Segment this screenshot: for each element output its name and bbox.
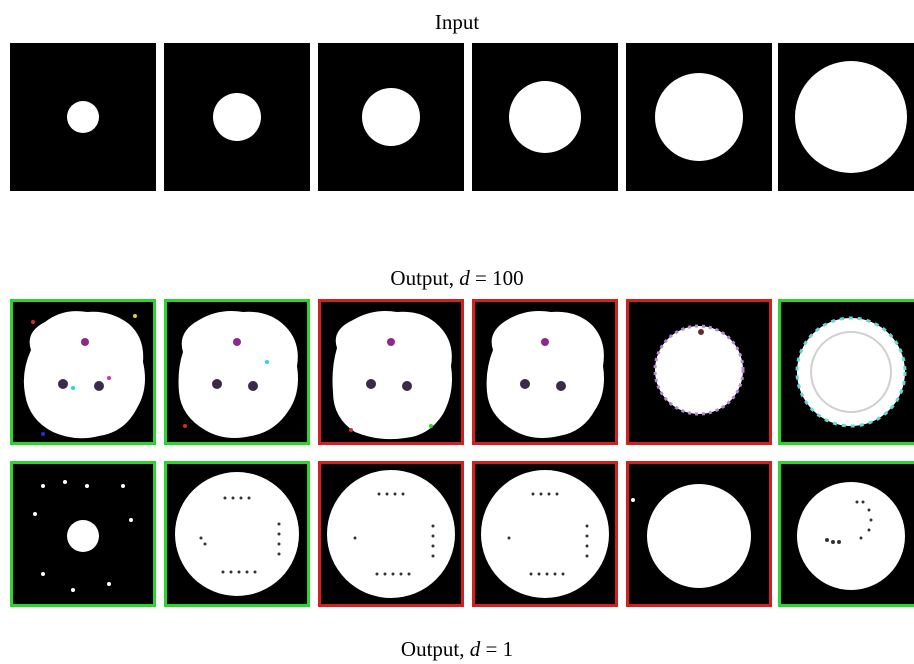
output-d1-caption: Output, d = 1 — [400, 637, 514, 661]
output-d100-caption: Output, d = 100 — [390, 266, 524, 290]
output-d100-panel-4 — [472, 299, 618, 445]
input-panel-1 — [10, 43, 156, 191]
input-panel-6 — [778, 43, 914, 191]
input-row — [10, 43, 914, 193]
output-d1-panel-1 — [10, 461, 156, 607]
output-d100-panel-3 — [318, 299, 464, 445]
output-d100-panel-6 — [778, 299, 914, 445]
output-d1-panel-4 — [472, 461, 618, 607]
output-d100-panel-1 — [10, 299, 156, 445]
output-d1-panel-2 — [164, 461, 310, 607]
input-panel-5 — [626, 43, 772, 191]
output-d1-panel-6 — [778, 461, 914, 607]
input-panel-3 — [318, 43, 464, 191]
input-panel-2 — [164, 43, 310, 191]
output-d100-panel-5 — [626, 299, 772, 445]
output-d1-row — [10, 461, 914, 611]
input-caption: Input — [434, 10, 480, 34]
output-d1-panel-3 — [318, 461, 464, 607]
input-panel-4 — [472, 43, 618, 191]
output-d100-row — [10, 299, 914, 449]
output-d100-panel-2 — [164, 299, 310, 445]
output-d1-panel-5 — [626, 461, 772, 607]
